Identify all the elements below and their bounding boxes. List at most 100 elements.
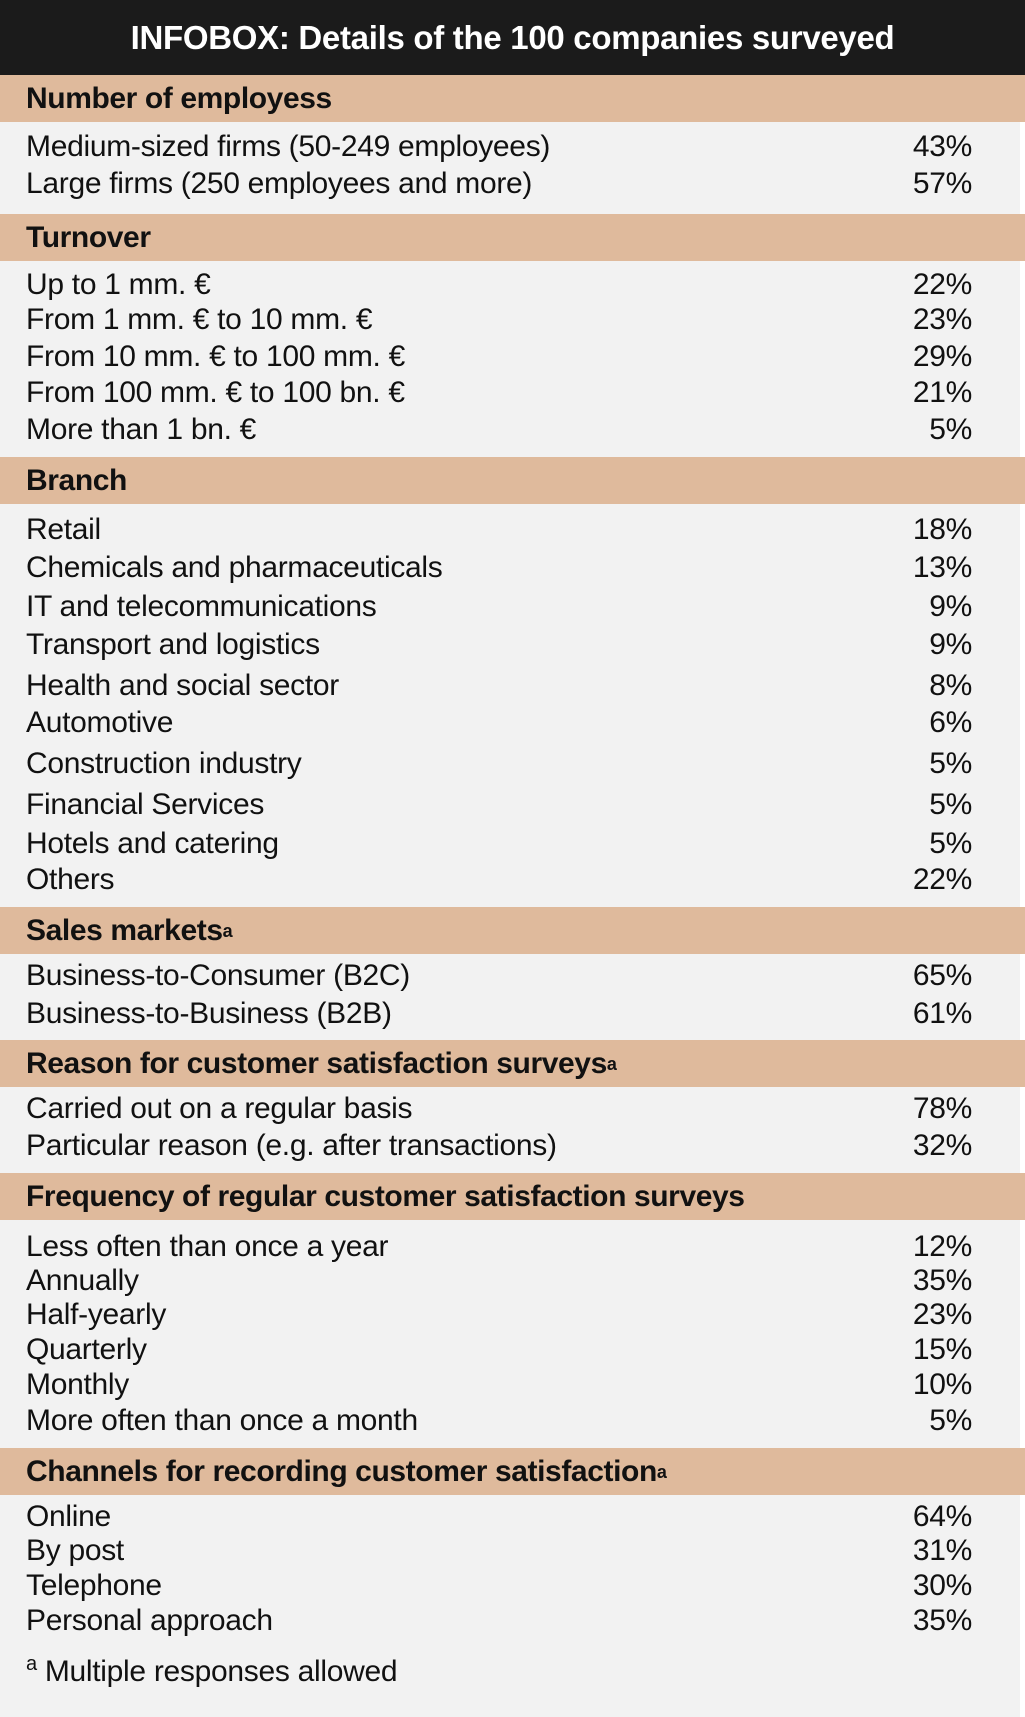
row-percentage: 31%: [912, 1534, 972, 1567]
row-label: Hotels and catering: [26, 827, 279, 860]
table-row: Medium-sized firms (50-249 employees) 43%: [26, 129, 972, 165]
table-row: Hotels and catering 5%: [26, 826, 972, 862]
row-percentage: 5%: [929, 747, 972, 780]
table-row: Carried out on a regular basis 78%: [26, 1091, 972, 1127]
row-label: Others: [26, 863, 115, 896]
table-row: Telephone 30%: [26, 1568, 972, 1604]
row-label: IT and telecommunications: [26, 590, 377, 623]
section-header: Branch: [0, 457, 1025, 504]
table-row: From 100 mm. € to 100 bn. € 21%: [26, 375, 972, 411]
section-header: Sales markets a: [0, 907, 1025, 954]
row-label: More than 1 bn. €: [26, 413, 257, 446]
row-percentage: 15%: [912, 1333, 972, 1366]
row-label: Medium-sized firms (50-249 employees): [26, 130, 551, 163]
row-percentage: 32%: [912, 1129, 972, 1162]
row-percentage: 5%: [929, 1404, 972, 1437]
row-percentage: 64%: [912, 1500, 972, 1533]
table-row: By post 31%: [26, 1533, 972, 1569]
section-title: Sales markets: [26, 913, 223, 947]
table-row: More than 1 bn. € 5%: [26, 412, 972, 448]
table-row: Up to 1 mm. € 22%: [26, 267, 972, 303]
row-label: Business-to-Business (B2B): [26, 997, 392, 1030]
row-label: By post: [26, 1534, 124, 1567]
table-row: More often than once a month 5%: [26, 1403, 972, 1439]
row-label: Personal approach: [26, 1604, 273, 1637]
row-label: Quarterly: [26, 1333, 147, 1366]
row-label: From 10 mm. € to 100 mm. €: [26, 340, 405, 373]
section-title: Frequency of regular customer satisfacti…: [26, 1179, 745, 1213]
row-percentage: 21%: [912, 376, 972, 409]
row-label: Half-yearly: [26, 1298, 167, 1331]
table-row: Quarterly 15%: [26, 1332, 972, 1368]
section-title: Branch: [26, 463, 127, 497]
section-title: Turnover: [26, 220, 151, 254]
row-label: Up to 1 mm. €: [26, 268, 211, 301]
row-percentage: 9%: [929, 628, 972, 661]
table-row: From 10 mm. € to 100 mm. € 29%: [26, 339, 972, 375]
table-row: Large firms (250 employees and more) 57%: [26, 166, 972, 202]
row-label: Construction industry: [26, 747, 302, 780]
table-row: Chemicals and pharmaceuticals 13%: [26, 550, 972, 586]
table-row: Financial Services 5%: [26, 787, 972, 823]
table-row: Business-to-Consumer (B2C) 65%: [26, 958, 972, 994]
section-header: Channels for recording customer satisfac…: [0, 1448, 1025, 1495]
table-row: Personal approach 35%: [26, 1603, 972, 1639]
row-percentage: 30%: [912, 1569, 972, 1602]
row-label: From 100 mm. € to 100 bn. €: [26, 376, 405, 409]
row-label: Business-to-Consumer (B2C): [26, 959, 410, 992]
table-row: Transport and logistics 9%: [26, 627, 972, 663]
section-header: Reason for customer satisfaction surveys…: [0, 1040, 1025, 1087]
row-percentage: 6%: [929, 706, 972, 739]
row-label: Large firms (250 employees and more): [26, 167, 533, 200]
row-label: Financial Services: [26, 788, 265, 821]
row-label: Less often than once a year: [26, 1230, 389, 1263]
row-percentage: 22%: [912, 863, 972, 896]
row-percentage: 65%: [912, 959, 972, 992]
row-percentage: 29%: [912, 340, 972, 373]
table-row: Less often than once a year 12%: [26, 1229, 972, 1265]
section-header: Number of employess: [0, 75, 1025, 122]
section-title: Number of employess: [26, 81, 332, 115]
row-percentage: 57%: [912, 167, 972, 200]
row-percentage: 10%: [912, 1368, 972, 1401]
infobox-title: INFOBOX: Details of the 100 companies su…: [130, 18, 895, 56]
row-label: From 1 mm. € to 10 mm. €: [26, 303, 373, 336]
row-label: Telephone: [26, 1569, 162, 1602]
table-row: Automotive 6%: [26, 705, 972, 741]
table-row: Annually 35%: [26, 1263, 972, 1299]
row-label: Monthly: [26, 1368, 129, 1401]
row-label: Particular reason (e.g. after transactio…: [26, 1129, 557, 1162]
footnote-mark: a: [26, 1652, 37, 1675]
row-percentage: 35%: [912, 1604, 972, 1637]
infobox-title-bar: INFOBOX: Details of the 100 companies su…: [0, 0, 1025, 75]
table-row: Online 64%: [26, 1499, 972, 1535]
table-row: Monthly 10%: [26, 1367, 972, 1403]
row-label: Annually: [26, 1264, 139, 1297]
table-row: Construction industry 5%: [26, 746, 972, 782]
row-percentage: 78%: [912, 1092, 972, 1125]
row-label: Online: [26, 1500, 111, 1533]
section-header: Turnover: [0, 214, 1025, 261]
row-label: Automotive: [26, 706, 174, 739]
table-row: Others 22%: [26, 862, 972, 898]
row-percentage: 5%: [929, 827, 972, 860]
row-percentage: 43%: [912, 130, 972, 163]
row-percentage: 8%: [929, 669, 972, 702]
row-label: Transport and logistics: [26, 628, 320, 661]
row-label: More often than once a month: [26, 1404, 418, 1437]
section-title: Channels for recording customer satisfac…: [26, 1454, 657, 1488]
row-percentage: 23%: [912, 1298, 972, 1331]
row-percentage: 22%: [912, 268, 972, 301]
table-row: Retail 18%: [26, 512, 972, 548]
row-percentage: 12%: [912, 1230, 972, 1263]
row-percentage: 5%: [929, 413, 972, 446]
row-label: Retail: [26, 513, 101, 546]
footnote-text: Multiple responses allowed: [44, 1655, 398, 1688]
infobox-panel: [0, 75, 1020, 1717]
row-percentage: 9%: [929, 590, 972, 623]
table-row: Health and social sector 8%: [26, 668, 972, 704]
row-label: Health and social sector: [26, 669, 339, 702]
table-row: IT and telecommunications 9%: [26, 589, 972, 625]
row-percentage: 5%: [929, 788, 972, 821]
row-label: Carried out on a regular basis: [26, 1092, 413, 1125]
